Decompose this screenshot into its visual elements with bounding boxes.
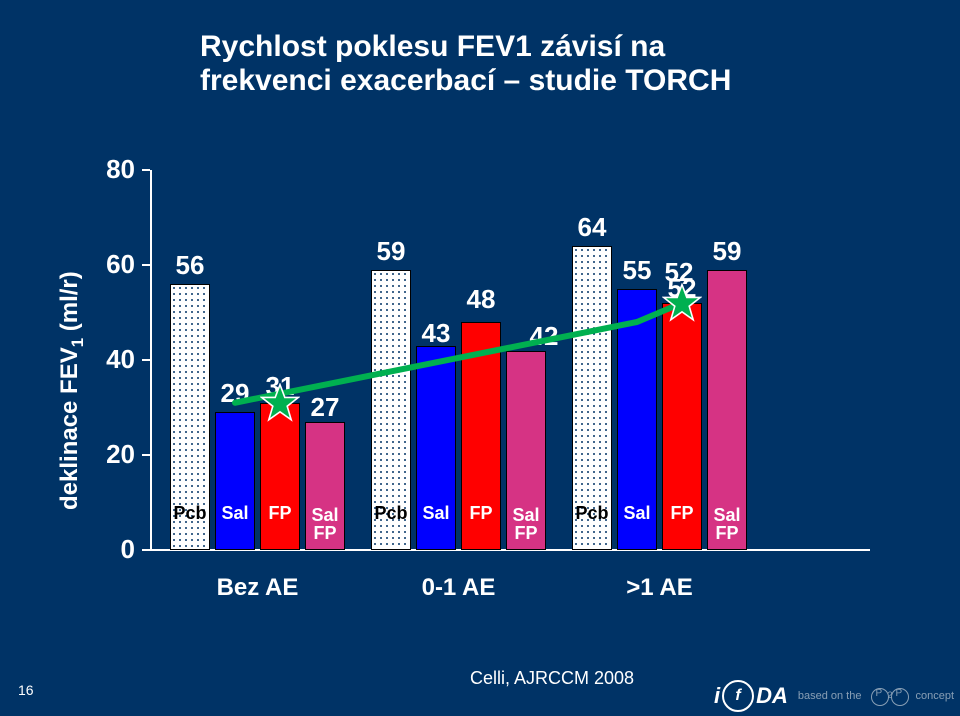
slide-title: Rychlost poklesu FEV1 závisí na frekvenc… [200, 30, 731, 98]
value-label: 56 [176, 250, 205, 281]
value-label: 59 [377, 236, 406, 267]
y-axis [150, 170, 152, 550]
group-label: Bez AE [217, 574, 299, 602]
bar-series-label: Pcb [170, 504, 210, 662]
p2p-2: 2 [887, 690, 892, 700]
p2p-icon: P 2 P [871, 686, 911, 706]
y-tick-label: 60 [95, 249, 135, 280]
brand-logo: i f DA [714, 680, 788, 712]
value-label: 27 [311, 392, 340, 423]
slide-number: 16 [18, 682, 34, 698]
title-line-1: Rychlost poklesu FEV1 závisí na [200, 30, 731, 64]
slide: { "title": { "line1": "Rychlost poklesu … [0, 0, 960, 716]
ylabel-pre: deklinace FEV [56, 347, 83, 510]
y-tick [142, 454, 150, 456]
bar-series-label: Pcb [572, 504, 612, 662]
p2p-p1: P [875, 688, 882, 699]
y-axis-label: deklinace FEV1 (ml/r) [56, 271, 88, 510]
value-label: 29 [221, 378, 250, 409]
y-tick [142, 169, 150, 171]
bar-series-label: Sal FP [506, 506, 546, 662]
y-tick-label: 0 [95, 534, 135, 565]
p2p-p2: P [895, 688, 902, 699]
y-tick-label: 40 [95, 344, 135, 375]
y-tick [142, 359, 150, 361]
tagline-pre: based on the [798, 690, 862, 702]
bar-series-label: Pcb [371, 504, 411, 662]
y-tick-label: 80 [95, 154, 135, 185]
ylabel-sub: 1 [68, 338, 87, 347]
brand-da: DA [756, 683, 788, 709]
title-line-2: frekvenci exacerbací – studie TORCH [200, 64, 731, 98]
value-label: 43 [422, 318, 451, 349]
group-label: 0-1 AE [422, 574, 496, 602]
value-label-hidden: 52 [665, 257, 694, 288]
y-tick [142, 264, 150, 266]
value-label: 55 [623, 255, 652, 286]
brand-f: f [722, 680, 754, 712]
value-label: 59 [713, 236, 742, 267]
y-tick-label: 20 [95, 439, 135, 470]
ylabel-post: (ml/r) [56, 271, 83, 338]
value-label: 42 [530, 321, 559, 352]
value-label: 48 [467, 284, 496, 315]
tagline-post: concept [915, 690, 954, 702]
bar-chart: 02040608056Pcb29Sal31FP27Sal FPBez AE59P… [150, 170, 870, 670]
group-label: >1 AE [626, 574, 692, 602]
y-tick [142, 549, 150, 551]
bar-series-label: Sal FP [707, 506, 747, 662]
footer: i f DA based on the P 2 P concept [714, 676, 960, 716]
bar-series-label: Sal FP [305, 506, 345, 662]
value-label: 31 [266, 371, 295, 402]
value-label: 64 [578, 212, 607, 243]
citation: Celli, AJRCCM 2008 [470, 668, 634, 689]
brand-i: i [714, 683, 720, 709]
